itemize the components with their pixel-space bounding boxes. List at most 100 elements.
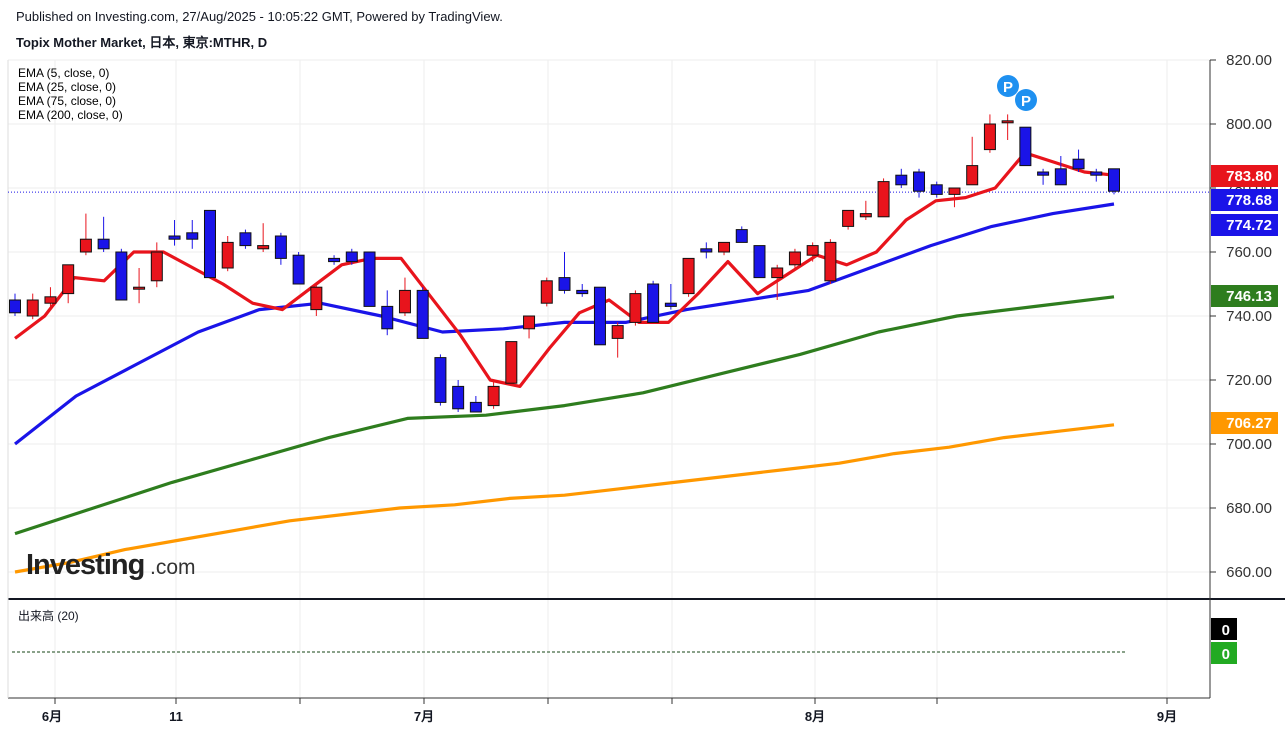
candle-body (1090, 171, 1103, 176)
candle (452, 380, 465, 412)
candle-body (97, 238, 110, 250)
candle-body (966, 165, 979, 186)
candle (1090, 168, 1103, 182)
price-badge-bg (1211, 285, 1278, 307)
candle (664, 284, 677, 310)
candle-body (203, 209, 216, 279)
candle-body (44, 296, 57, 304)
svg-text:P: P (1003, 79, 1013, 96)
candle-body (345, 251, 358, 263)
candle (1054, 156, 1067, 186)
candle (168, 220, 181, 246)
candle (718, 241, 731, 256)
volume-badge: 0 (1211, 642, 1237, 664)
p-marker[interactable]: P (1015, 89, 1037, 111)
candle (948, 187, 961, 208)
logo-brand: Investing (26, 549, 144, 581)
price-badges: 783.80 778.68 774.72 746.13 706.27 (1211, 165, 1278, 434)
price-badge-label: 774.72 (1226, 217, 1272, 234)
candle (62, 264, 75, 304)
candle-body (292, 254, 305, 285)
candle-body (310, 286, 323, 311)
candle (966, 136, 979, 186)
candle-body (593, 286, 606, 346)
candle (859, 200, 872, 220)
p-marker[interactable]: P (997, 75, 1019, 97)
candle (735, 226, 748, 243)
candle-body (948, 187, 961, 195)
volume-badge-bg (1211, 642, 1237, 664)
candle-body (381, 305, 394, 330)
candle (203, 209, 216, 279)
candle (328, 255, 341, 265)
candle (186, 220, 199, 249)
volume-badge-label: 0 (1222, 646, 1230, 663)
candle-body (487, 385, 500, 407)
candle-body (788, 251, 801, 266)
candle (345, 248, 358, 265)
candle-body (452, 385, 465, 410)
candle-body (895, 174, 908, 186)
candle-body (434, 357, 447, 403)
candle-body (682, 257, 695, 295)
candle-body (239, 232, 252, 247)
candle (647, 280, 660, 323)
candle-body (79, 238, 92, 253)
volume-axis: 00 (1211, 618, 1237, 664)
candle-body (718, 241, 731, 253)
candle-body (771, 267, 784, 279)
x-tick-label: 9月 (1157, 709, 1177, 724)
volume-badge: 0 (1211, 618, 1237, 640)
candle (700, 242, 713, 259)
candle (753, 245, 766, 279)
candle (593, 286, 606, 346)
candle-body (1037, 171, 1050, 176)
price-badge: 746.13 (1211, 285, 1278, 307)
candle (292, 252, 305, 285)
candle (842, 209, 855, 230)
x-axis: 6月 11 7月 8月 9月 (42, 698, 1177, 724)
candle-body (824, 241, 837, 282)
candle (983, 114, 996, 153)
candle (895, 168, 908, 188)
candle-body (274, 235, 287, 259)
price-badge-bg (1211, 165, 1278, 187)
y-axis: 660.00680.00700.00720.00740.00760.00780.… (1210, 52, 1272, 581)
price-badge-bg (1211, 214, 1278, 236)
candle-body (647, 283, 660, 323)
candle (540, 277, 553, 307)
candle (788, 248, 801, 268)
candle-body (877, 181, 890, 218)
candle (381, 290, 394, 336)
price-badge-bg (1211, 412, 1278, 434)
candle (239, 229, 252, 249)
volume-badge-label: 0 (1222, 622, 1230, 639)
price-badge: 778.68 (1211, 189, 1278, 211)
legend-ema75: EMA (75, close, 0) (18, 94, 116, 108)
candle (682, 257, 695, 297)
y-tick-label: 760.00 (1226, 244, 1272, 261)
svg-text:P: P (1021, 93, 1031, 110)
candle (576, 284, 589, 297)
candle (771, 264, 784, 300)
candle (1019, 126, 1032, 167)
candle (913, 168, 926, 198)
candle-body (9, 299, 21, 314)
candle (257, 223, 270, 252)
candles (9, 114, 1120, 413)
candle (26, 293, 39, 320)
candle (877, 178, 890, 218)
legend-ema25: EMA (25, close, 0) (18, 80, 116, 94)
candle (434, 354, 447, 406)
candle (416, 287, 429, 339)
candle (150, 242, 163, 288)
ema25-line (14, 202, 1115, 446)
candle (398, 277, 411, 316)
price-badge-label: 778.68 (1226, 192, 1272, 209)
candle (930, 181, 943, 198)
candle-body (416, 289, 429, 339)
candle-body (700, 248, 713, 253)
candle (824, 239, 837, 284)
candle-body (1108, 168, 1120, 192)
